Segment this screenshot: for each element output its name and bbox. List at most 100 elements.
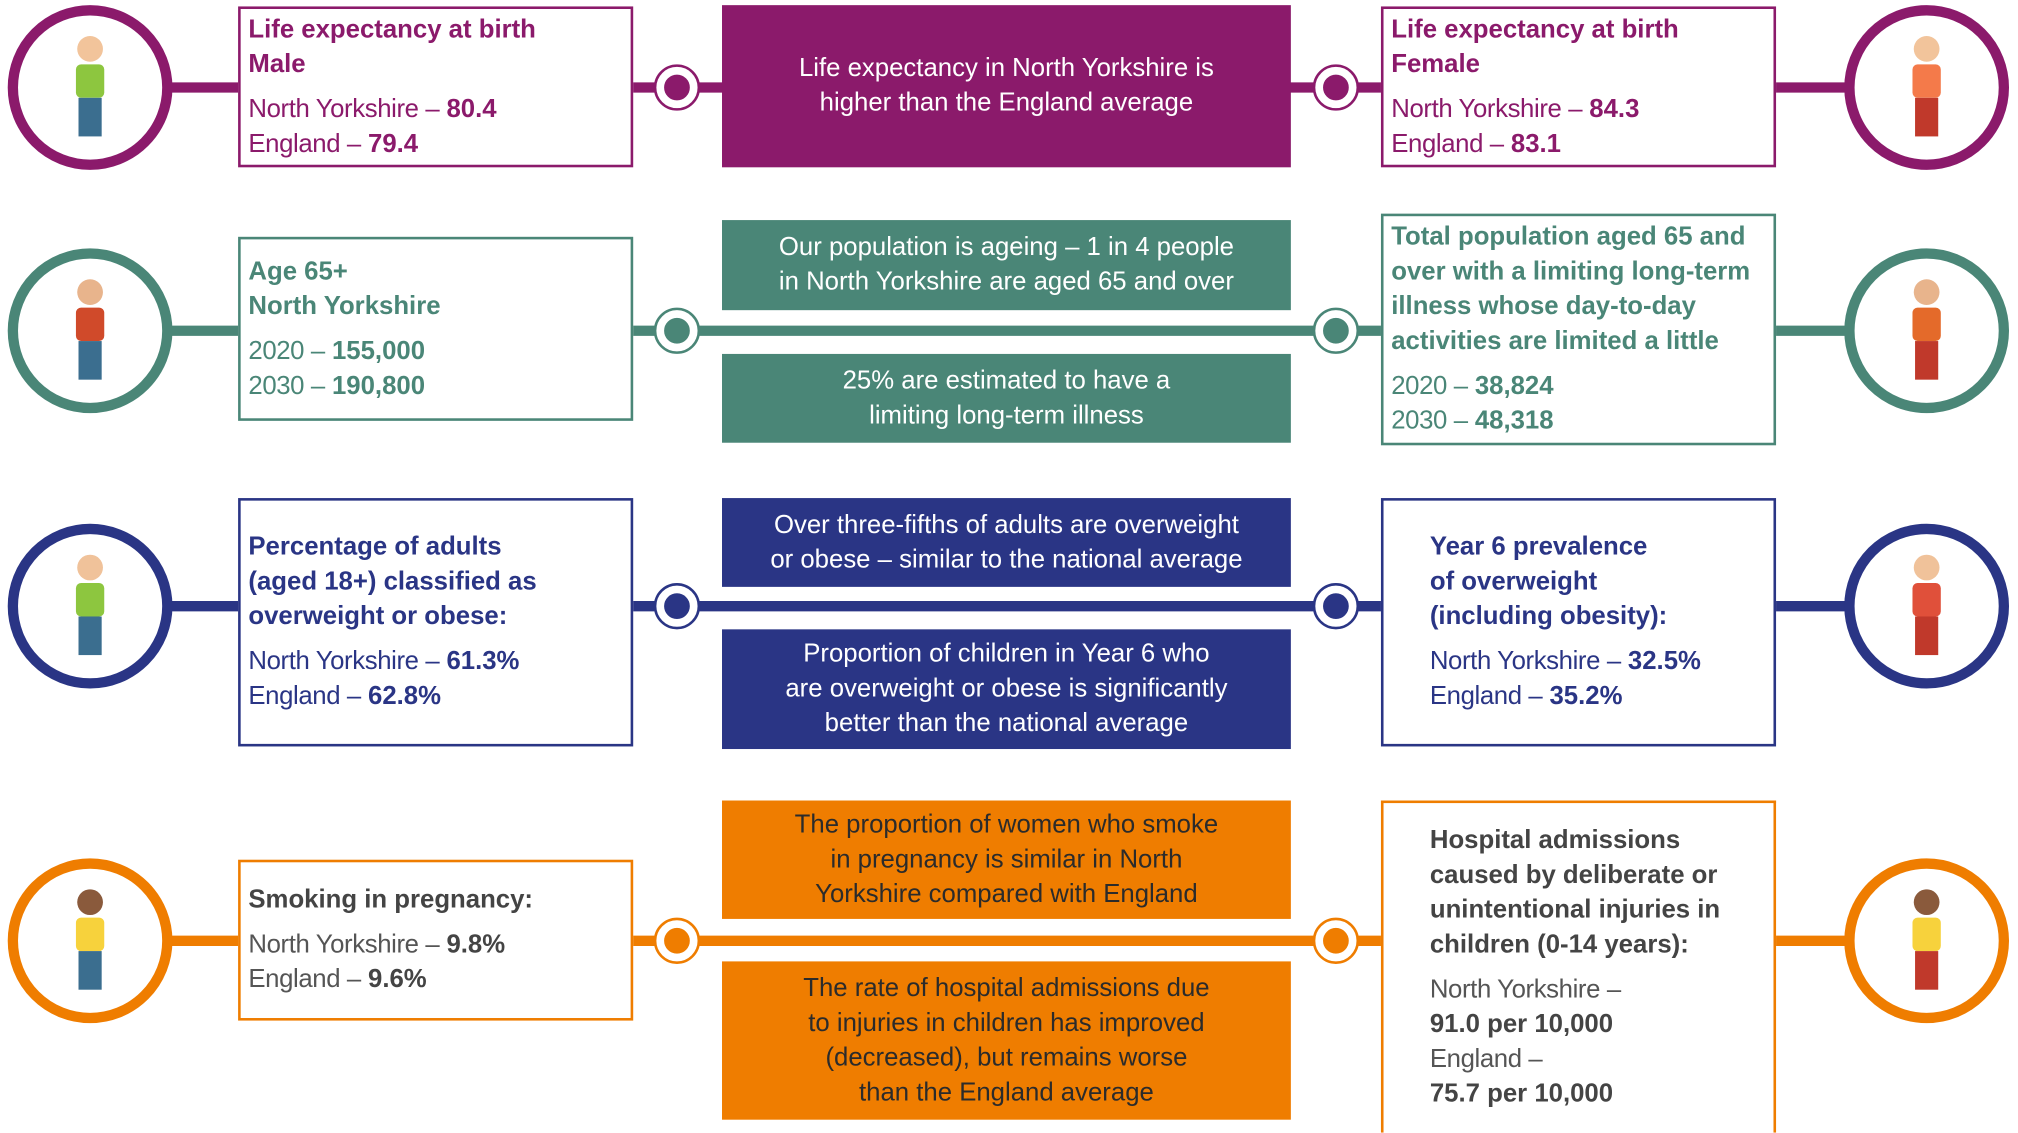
stat: 2020 – 155,000 — [248, 334, 623, 369]
stat-value: 38,824 — [1474, 371, 1554, 401]
icon-head — [77, 889, 103, 916]
icon-head — [1913, 554, 1940, 581]
icon-legs — [78, 951, 102, 990]
message-line: The rate of hospital admissions due — [803, 973, 1210, 1002]
icon-legs — [1915, 616, 1939, 656]
stat-label: England – — [248, 682, 361, 711]
stat-label: 2030 – — [248, 371, 325, 400]
box-title: Total population aged 65 and over with a … — [1391, 220, 1766, 359]
title-line: activities are limited a little — [1391, 326, 1719, 356]
message-box: Over three-fifths of adults are overweig… — [722, 498, 1291, 587]
stat: England – 62.8% — [248, 680, 623, 715]
right-box: Total population aged 65 and over with a … — [1380, 213, 1777, 446]
message-line: Yorkshire compared with England — [815, 879, 1198, 908]
stat-label: England – — [1429, 1045, 1543, 1074]
stat-value: 190,800 — [331, 371, 426, 400]
message-box: Proportion of children in Year 6 who are … — [722, 629, 1291, 750]
stat-value: 83.1 — [1510, 129, 1561, 158]
icon-legs — [1915, 97, 1939, 137]
message-line: limiting long-term illness — [869, 400, 1144, 430]
icon-body — [75, 64, 105, 98]
icon-head — [77, 36, 103, 62]
message-line: 25% are estimated to have a — [842, 366, 1171, 395]
left-box: Age 65+ North Yorkshire 2020 – 155,000 2030… — [238, 236, 634, 421]
stat: North Yorkshire – 61.3% — [248, 645, 623, 680]
icon-body — [1912, 307, 1941, 342]
stat: North Yorkshire – 32.5% — [1430, 645, 1766, 680]
stat: England – 79.4 — [248, 127, 623, 162]
stats: North Yorkshire – 84.3 England – 83.1 — [1391, 92, 1766, 161]
stat: North Yorkshire – 84.3 — [1391, 92, 1766, 127]
icon-legs — [78, 97, 102, 137]
node-inner — [1320, 72, 1352, 103]
stat: North Yorkshire – 80.4 — [248, 92, 623, 127]
message-line: Our population is ageing – 1 in 4 people — [778, 232, 1234, 262]
message-box: 25% are estimated to have a limiting long… — [722, 353, 1291, 443]
message-line: (decreased), but remains worse — [825, 1043, 1188, 1072]
stat-label: 2030 – — [1391, 406, 1468, 436]
stat-value: 79.4 — [368, 129, 419, 158]
title-line: Age 65+ — [248, 256, 348, 286]
title-line: unintentional injuries in — [1429, 895, 1721, 925]
icon-body — [75, 307, 105, 342]
title-line: Year 6 prevalence — [1429, 532, 1648, 562]
message-line: The proportion of women who smoke — [794, 810, 1219, 839]
title-line: Life expectancy at birth — [1391, 14, 1679, 44]
stat-label: England – — [1429, 682, 1543, 711]
message-line: are overweight or obese is significantly — [785, 674, 1228, 703]
title-line: Female — [1391, 49, 1480, 78]
icon-head — [1913, 279, 1940, 306]
stat-label: 2020 – — [1391, 371, 1468, 401]
icon-body — [75, 583, 105, 617]
title-line: Hospital admissions — [1429, 826, 1681, 855]
message-line: in North Yorkshire are aged 65 and over — [778, 267, 1234, 297]
node-inner — [661, 315, 693, 347]
stat-label: 2020 – — [248, 336, 325, 365]
stat-value: 35.2% — [1549, 682, 1623, 711]
stat-value: 155,000 — [331, 336, 426, 365]
title-line: Life expectancy at birth — [248, 14, 536, 44]
stats: North Yorkshire – 80.4 England – 79.4 — [248, 92, 623, 161]
icon-head — [77, 279, 103, 306]
icon-head — [1913, 36, 1940, 62]
stat-value: 32.5% — [1627, 647, 1701, 676]
title-line: Male — [248, 49, 306, 78]
box-title: Age 65+ North Yorkshire — [248, 254, 623, 323]
node-inner — [1320, 315, 1352, 347]
left-box: Percentage of adults (aged 18+) classifie… — [238, 498, 634, 747]
box-title: Percentage of adults (aged 18+) classifie… — [248, 530, 623, 634]
stats: North Yorkshire – 32.5% England – 35.2% — [1430, 645, 1766, 714]
stat: England – 35.2% — [1430, 680, 1766, 715]
stat-label: North Yorkshire – — [1391, 94, 1583, 123]
title-line: Smoking in pregnancy: — [248, 885, 534, 914]
stat-value: 84.3 — [1589, 94, 1640, 123]
stat-label: England – — [248, 965, 361, 994]
title-line: (aged 18+) classified as — [248, 567, 537, 596]
message-line: better than the national average — [824, 709, 1189, 738]
message-line: higher than the England average — [819, 88, 1194, 118]
icon-legs — [78, 341, 102, 380]
title-line: illness whose day-to-day — [1391, 292, 1696, 321]
message-box: Our population is ageing – 1 in 4 people… — [722, 220, 1291, 311]
stat-label: North Yorkshire – — [1429, 647, 1621, 676]
icon-legs — [1915, 341, 1939, 380]
box-title: Life expectancy at birth Female — [1391, 12, 1766, 81]
stat: 2030 – 48,318 — [1391, 404, 1766, 439]
title-line: over with a limiting long-term — [1391, 257, 1751, 286]
message-box: The proportion of women who smoke in preg… — [722, 800, 1291, 919]
message-line: in pregnancy is similar in North — [830, 844, 1183, 874]
icon-head — [1913, 889, 1940, 916]
icon-body — [1912, 64, 1941, 98]
title-line: (including obesity): — [1429, 602, 1668, 631]
left-box: Smoking in pregnancy: North Yorkshire – 9… — [238, 859, 634, 1021]
stat: North Yorkshire – 91.0 per 10,000 — [1430, 973, 1766, 1042]
icon-legs — [1915, 951, 1939, 990]
message-line: than the England average — [859, 1077, 1154, 1107]
message-line: to injuries in children has improved — [808, 1008, 1205, 1037]
message-box: Life expectancy in North Yorkshire is hig… — [722, 5, 1291, 168]
stat-value: 91.0 per 10,000 — [1429, 1010, 1614, 1039]
right-box: Life expectancy at birth Female North York… — [1380, 6, 1777, 168]
stat-label: North Yorkshire – — [248, 930, 440, 959]
